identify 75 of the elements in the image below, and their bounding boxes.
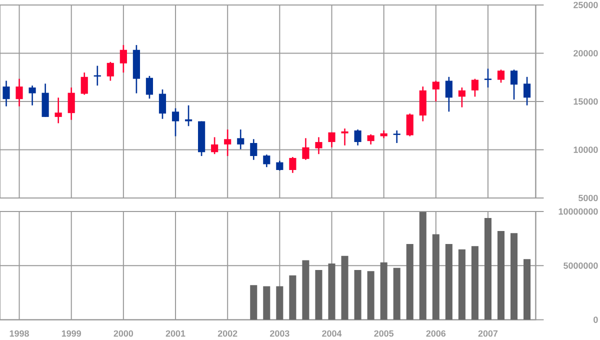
y-tick-label: 5000 xyxy=(578,194,598,202)
bar xyxy=(432,234,440,320)
y-tick-label: 0 xyxy=(594,316,598,323)
bar xyxy=(393,268,400,320)
bar xyxy=(315,270,322,320)
candlestick xyxy=(28,84,36,106)
bar xyxy=(302,260,310,320)
candlestick xyxy=(510,69,518,100)
candlestick xyxy=(328,132,336,148)
candlestick xyxy=(158,88,166,120)
bar xyxy=(497,230,505,320)
candlestick xyxy=(250,138,258,161)
bar xyxy=(406,244,414,320)
candlestick xyxy=(432,80,440,102)
candlestick xyxy=(523,76,531,106)
y-tick-label: 20000 xyxy=(574,50,598,56)
x-tick-label: 1999 xyxy=(62,330,81,337)
candlestick xyxy=(16,78,23,107)
candlestick xyxy=(497,69,505,84)
candlestick xyxy=(263,154,270,168)
y-tick-label: 25000 xyxy=(574,2,598,8)
candlestick xyxy=(406,112,414,137)
x-tick-label: 2003 xyxy=(270,330,290,337)
x-tick-label: 2006 xyxy=(426,330,446,337)
candlestick xyxy=(106,61,114,82)
bar xyxy=(445,244,452,320)
candlestick xyxy=(54,96,62,124)
bar xyxy=(367,271,374,320)
bar xyxy=(471,246,478,320)
candlestick xyxy=(211,136,218,155)
candlestick xyxy=(458,86,466,108)
candlestick xyxy=(302,138,310,161)
candlestick xyxy=(471,78,478,98)
candlestick xyxy=(120,44,127,74)
candlestick xyxy=(354,128,362,146)
x-tick-label: 1998 xyxy=(10,330,29,337)
candlestick xyxy=(276,160,284,172)
candlestick xyxy=(224,128,232,157)
candlestick xyxy=(184,104,192,127)
bar xyxy=(250,285,258,320)
candlestick xyxy=(484,68,492,88)
candlestick xyxy=(367,134,374,146)
bar xyxy=(484,218,492,320)
x-tick-label: 2005 xyxy=(374,330,394,337)
bar xyxy=(524,259,531,320)
candlestick xyxy=(237,128,244,150)
candlestick xyxy=(146,75,154,100)
x-tick-label: 2002 xyxy=(218,330,238,337)
bar xyxy=(380,262,388,320)
y-tick-label: 10000000 xyxy=(558,208,598,215)
bar xyxy=(354,270,362,320)
candlestick xyxy=(341,128,348,146)
bar xyxy=(458,249,466,320)
candlestick xyxy=(392,130,402,144)
candlestick xyxy=(172,108,180,137)
y-tick-label: 5000000 xyxy=(564,262,598,269)
bar xyxy=(510,233,518,320)
x-tick-label: 2000 xyxy=(114,330,134,337)
bar xyxy=(276,286,284,320)
bar xyxy=(328,263,336,320)
candlestick xyxy=(289,156,296,174)
candlestick xyxy=(445,76,452,112)
x-tick-label: 2001 xyxy=(166,330,186,337)
x-tick-label: 2004 xyxy=(322,330,342,337)
candlestick xyxy=(315,136,322,155)
bar xyxy=(289,275,296,320)
x-tick-label: 2007 xyxy=(478,330,498,337)
bar xyxy=(419,212,426,320)
candlestick xyxy=(2,80,10,107)
y-tick-label: 15000 xyxy=(574,98,598,105)
bar xyxy=(263,286,270,320)
y-tick-label: 10000 xyxy=(574,146,598,153)
bar xyxy=(341,256,348,320)
candlestick xyxy=(80,72,88,96)
candlestick xyxy=(68,86,75,120)
